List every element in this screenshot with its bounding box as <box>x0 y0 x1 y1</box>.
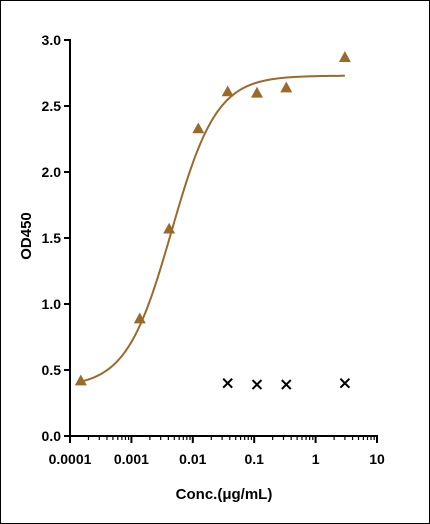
x-tick-label: 10 <box>369 451 385 467</box>
y-axis-title: OD450 <box>18 212 35 260</box>
cross-point <box>339 377 351 389</box>
triangle-point <box>133 312 146 324</box>
y-tick-label: 0.5 <box>42 362 62 378</box>
x-tick-label: 0.1 <box>244 451 264 467</box>
fit-curve-layer <box>80 74 345 383</box>
triangle-point <box>74 374 87 386</box>
triangle-point <box>280 81 293 93</box>
x-tick-label: 0.001 <box>114 451 149 467</box>
cross-point <box>222 377 233 389</box>
cross-stroke <box>222 377 233 389</box>
y-tick-label: 2.5 <box>42 98 62 114</box>
cross-stroke <box>339 377 351 389</box>
y-tick-label: 3.0 <box>42 32 62 48</box>
triangle-point <box>338 51 351 62</box>
data-marks <box>74 51 351 390</box>
cross-point <box>281 379 292 390</box>
triangle-point <box>250 86 263 98</box>
y-tick-label: 2.0 <box>42 164 62 180</box>
cross-stroke <box>251 379 263 390</box>
triangle-point <box>221 85 234 97</box>
x-tick-label: 1 <box>312 451 320 467</box>
axes: 0.0 0.5 1.0 1.5 2.0 2.5 3.0 0.0001 0.001 0.01 0.1 1… <box>42 32 385 467</box>
y-tick-label: 1.5 <box>42 230 62 246</box>
x-tick-label: 0.01 <box>179 451 206 467</box>
x-tick-label: 0.0001 <box>49 451 92 467</box>
y-tick-label: 0.0 <box>42 428 62 444</box>
fit-curve <box>80 74 345 383</box>
triangle-point <box>163 222 176 234</box>
y-tick-label: 1.0 <box>42 296 62 312</box>
triangle-point <box>192 122 205 134</box>
x-axis-title: Conc.(μg/mL) <box>176 486 273 503</box>
cross-point <box>251 379 263 390</box>
cross-stroke <box>281 379 292 390</box>
